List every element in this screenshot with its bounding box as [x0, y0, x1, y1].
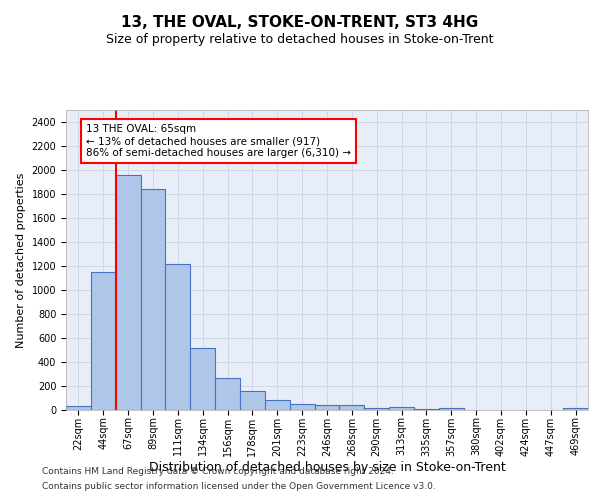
Bar: [414, 408, 439, 410]
Text: 13 THE OVAL: 65sqm
← 13% of detached houses are smaller (917)
86% of semi-detach: 13 THE OVAL: 65sqm ← 13% of detached hou…: [86, 124, 351, 158]
X-axis label: Distribution of detached houses by size in Stoke-on-Trent: Distribution of detached houses by size …: [149, 461, 505, 474]
Bar: [66, 406, 91, 410]
Bar: [215, 378, 240, 410]
Bar: [140, 189, 166, 410]
Bar: [314, 405, 340, 410]
Bar: [563, 408, 588, 410]
Bar: [166, 264, 190, 410]
Text: 13, THE OVAL, STOKE-ON-TRENT, ST3 4HG: 13, THE OVAL, STOKE-ON-TRENT, ST3 4HG: [121, 15, 479, 30]
Bar: [116, 175, 140, 410]
Bar: [240, 392, 265, 410]
Bar: [389, 408, 414, 410]
Text: Size of property relative to detached houses in Stoke-on-Trent: Size of property relative to detached ho…: [106, 32, 494, 46]
Bar: [439, 408, 464, 410]
Text: Contains HM Land Registry data © Crown copyright and database right 2024.: Contains HM Land Registry data © Crown c…: [42, 467, 394, 476]
Y-axis label: Number of detached properties: Number of detached properties: [16, 172, 26, 348]
Bar: [340, 405, 364, 410]
Bar: [265, 400, 290, 410]
Text: Contains public sector information licensed under the Open Government Licence v3: Contains public sector information licen…: [42, 482, 436, 491]
Bar: [290, 404, 314, 410]
Bar: [190, 348, 215, 410]
Bar: [364, 408, 389, 410]
Bar: [91, 272, 116, 410]
